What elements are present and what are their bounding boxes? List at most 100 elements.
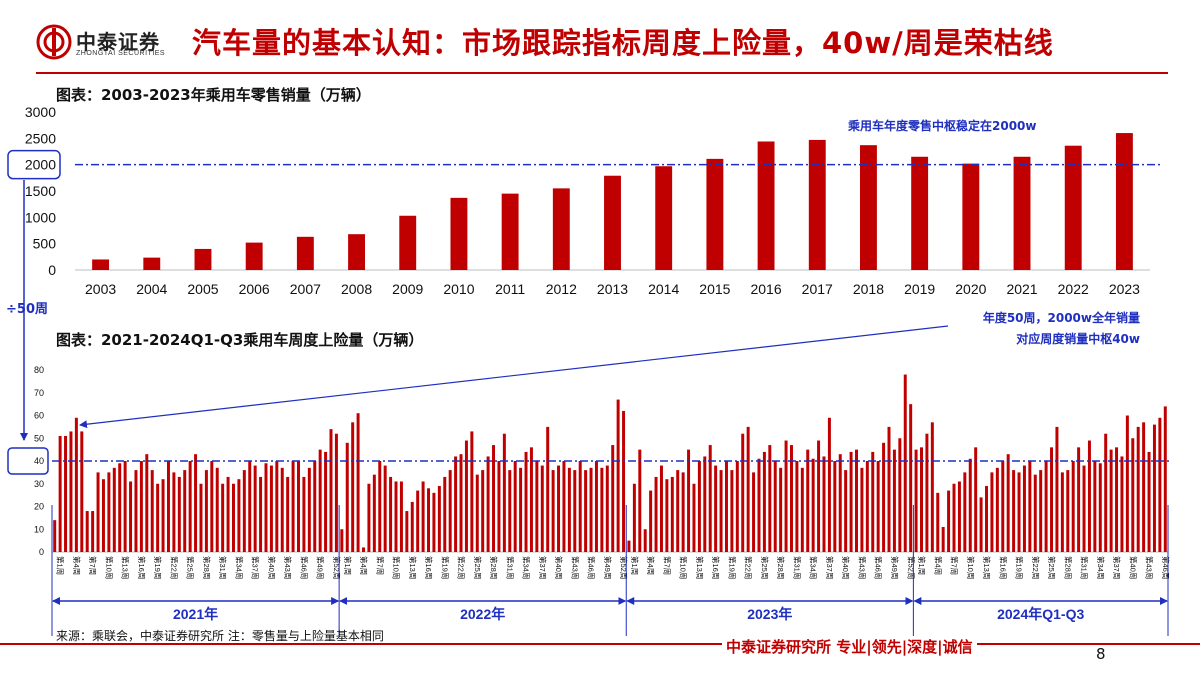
chart1-bar: [757, 141, 775, 270]
chart2-bar: [1039, 470, 1043, 552]
chart1-x-tick: 2021: [1006, 281, 1037, 297]
chart2-x-tick: 第25周: [473, 556, 483, 579]
chart1-bar: [706, 158, 724, 270]
chart2-x-tick: 第43周: [857, 556, 867, 579]
chart2-x-tick: 第49周: [603, 556, 613, 579]
chart2-x-tick: 第40周: [841, 556, 851, 579]
chart2-bar: [470, 431, 474, 552]
chart2-x-tick: 第34周: [809, 556, 819, 579]
chart2-x-tick: 第22周: [457, 556, 467, 579]
chart2-bar: [600, 467, 604, 552]
chart2-x-tick: 第28周: [776, 556, 786, 579]
chart2-x-tick: 第4周: [359, 556, 369, 575]
chart1-bar: [808, 139, 826, 270]
chart2-bar: [855, 449, 858, 552]
chart2-bar: [334, 433, 338, 552]
chart2-x-tick: 第19周: [153, 556, 163, 579]
chart2-x-tick: 第43周: [1145, 556, 1155, 579]
chart2-bar: [204, 470, 208, 552]
chart2-bar: [784, 440, 788, 552]
chart2-bar: [475, 474, 479, 552]
chart2-bar: [589, 467, 593, 552]
chart2-x-tick: 第28周: [1063, 556, 1073, 579]
chart1-x-tick: 2023: [1109, 281, 1140, 297]
chart2-bar: [817, 440, 821, 552]
chart2-bar: [107, 472, 111, 552]
chart2-bar: [345, 442, 349, 552]
chart2-bar: [1147, 451, 1151, 552]
chart2-bar: [762, 451, 766, 552]
chart1-x-tick: 2012: [546, 281, 577, 297]
chart2-bar: [215, 467, 219, 552]
chart2-bar: [638, 449, 642, 552]
chart1-bar: [348, 234, 365, 270]
chart2-bar: [410, 501, 414, 552]
chart1-x-tick: 2003: [85, 281, 116, 297]
chart2-bar: [112, 467, 116, 552]
chart2-bar: [995, 467, 999, 552]
chart2-bar: [508, 470, 512, 552]
chart2-x-tick: 第10周: [104, 556, 114, 579]
chart2-bar: [930, 422, 934, 552]
chart2-bar: [789, 445, 793, 552]
chart2-bar: [535, 461, 539, 552]
chart2-bar: [161, 479, 165, 552]
chart2-bar: [611, 445, 615, 552]
chart2-bar: [1012, 470, 1016, 552]
chart2-bar: [1120, 456, 1124, 552]
chart2-bar: [752, 472, 756, 552]
chart2-x-tick: 第31周: [792, 556, 802, 579]
chart2-bar: [1115, 447, 1119, 552]
chart2-x-tick: 第46周: [299, 556, 309, 579]
chart2-bar: [1077, 447, 1081, 552]
chart2-bar: [237, 479, 241, 552]
chart2-bar: [1050, 447, 1054, 552]
chart2-bar: [665, 479, 669, 552]
chart2-bar: [871, 451, 875, 552]
chart1-bar: [501, 193, 519, 270]
chart2-bar: [557, 465, 561, 552]
chart2-y-tick: 0: [39, 547, 44, 557]
chart2-bar: [1131, 438, 1135, 552]
chart2-x-tick: 第16周: [137, 556, 147, 579]
chart2-bar: [719, 470, 723, 552]
chart2-bar: [183, 470, 187, 552]
chart2-reference-box: [7, 447, 49, 475]
chart2-bar: [1017, 472, 1021, 552]
chart2-bar: [687, 449, 691, 552]
chart1-x-tick: 2022: [1058, 281, 1089, 297]
chart2-x-tick: 第1周: [343, 556, 353, 575]
chart2-x-tick: 第7周: [375, 556, 385, 575]
chart2-bar: [1028, 461, 1032, 552]
chart1-x-tick: 2015: [699, 281, 730, 297]
chart2-bar: [362, 547, 365, 552]
chart2-bar: [979, 497, 983, 552]
chart2-bar: [584, 470, 588, 552]
chart2-bar: [432, 492, 436, 552]
chart2-x-tick: 第46周: [874, 556, 884, 579]
chart2-bar: [882, 442, 886, 552]
chart2-x-tick: 第52周: [906, 556, 916, 579]
chart2-bar: [1055, 426, 1059, 552]
chart2-bar: [957, 481, 961, 552]
chart2-bar: [156, 483, 160, 552]
chart2-bar: [735, 461, 739, 552]
chart2-bar: [394, 481, 398, 552]
chart2-x-tick: 第43周: [570, 556, 580, 579]
chart2-bar: [1082, 465, 1086, 552]
chart2-bar: [427, 488, 431, 552]
chart2-x-tick: 第37周: [825, 556, 835, 579]
chart2-bar: [64, 435, 68, 552]
chart2-bar: [703, 456, 707, 552]
chart2-bar: [1152, 424, 1156, 552]
chart2-x-tick: 第34周: [234, 556, 244, 579]
chart1-y-tick: 1500: [25, 183, 56, 199]
chart2-bar: [1006, 454, 1010, 552]
chart2-x-tick: 第19周: [727, 556, 737, 579]
chart2-bar: [795, 461, 799, 552]
chart2-bar: [259, 476, 263, 552]
chart2-bar: [865, 461, 869, 552]
chart2-bar: [963, 472, 967, 552]
